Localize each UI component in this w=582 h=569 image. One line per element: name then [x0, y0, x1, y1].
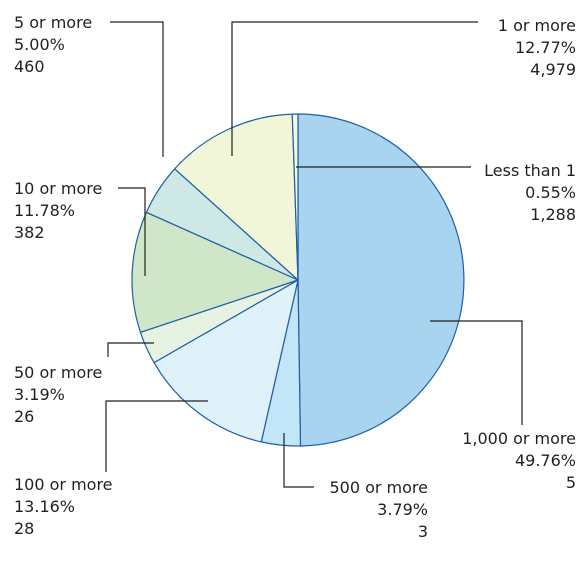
slice-percent-label: 0.55% [525, 183, 576, 202]
slice-label: 500 or more 3.79% 3 [329, 478, 428, 541]
slice-label: 10 or more 11.78% 382 [14, 179, 102, 242]
leader-line [118, 187, 146, 276]
slice-count-label: 26 [14, 407, 34, 426]
leader-line [110, 21, 164, 157]
slice-percent-label: 11.78% [14, 201, 75, 220]
slice-label: 5 or more 5.00% 460 [14, 13, 92, 76]
slice-category-label: 500 or more [329, 478, 428, 497]
slice-category-label: Less than 1 [484, 161, 576, 180]
slice-count-label: 3 [418, 522, 428, 541]
slice-label: 1,000 or more 49.76% 5 [462, 429, 576, 492]
slice-count-label: 28 [14, 519, 34, 538]
slice-category-label: 5 or more [14, 13, 92, 32]
pie-slice [291, 113, 299, 281]
slice-labels: 1,000 or more 49.76% 5 500 or more 3.79% 3 100… [14, 13, 576, 541]
slice-label: Less than 1 0.55% 1,288 [484, 161, 576, 224]
slice-category-label: 100 or more [14, 475, 113, 494]
slice-percent-label: 12.77% [515, 38, 576, 57]
leader-line [105, 400, 208, 472]
pie-slice [131, 211, 299, 333]
pie-slice [174, 113, 299, 281]
slice-percent-label: 13.16% [14, 497, 75, 516]
slice-percent-label: 5.00% [14, 35, 65, 54]
leader-lines [105, 21, 523, 488]
leader-line [430, 320, 523, 425]
slice-category-label: 10 or more [14, 179, 102, 198]
slice-percent-label: 3.79% [377, 500, 428, 519]
slice-count-label: 1,288 [530, 205, 576, 224]
leader-line [107, 342, 154, 357]
leader-line [283, 433, 314, 488]
slice-label: 100 or more 13.16% 28 [14, 475, 113, 538]
slice-label: 50 or more 3.19% 26 [14, 363, 102, 426]
slice-count-label: 460 [14, 57, 45, 76]
slice-label: 1 or more 12.77% 4,979 [498, 16, 576, 79]
pie-slices [131, 113, 465, 447]
slice-category-label: 1,000 or more [462, 429, 576, 448]
slice-category-label: 1 or more [498, 16, 576, 35]
slice-category-label: 50 or more [14, 363, 102, 382]
slice-count-label: 382 [14, 223, 45, 242]
leader-line [231, 21, 478, 156]
slice-percent-label: 3.19% [14, 385, 65, 404]
pie-slice [297, 113, 465, 447]
slice-count-label: 4,979 [530, 60, 576, 79]
slice-count-label: 5 [566, 473, 576, 492]
slice-percent-label: 49.76% [515, 451, 576, 470]
